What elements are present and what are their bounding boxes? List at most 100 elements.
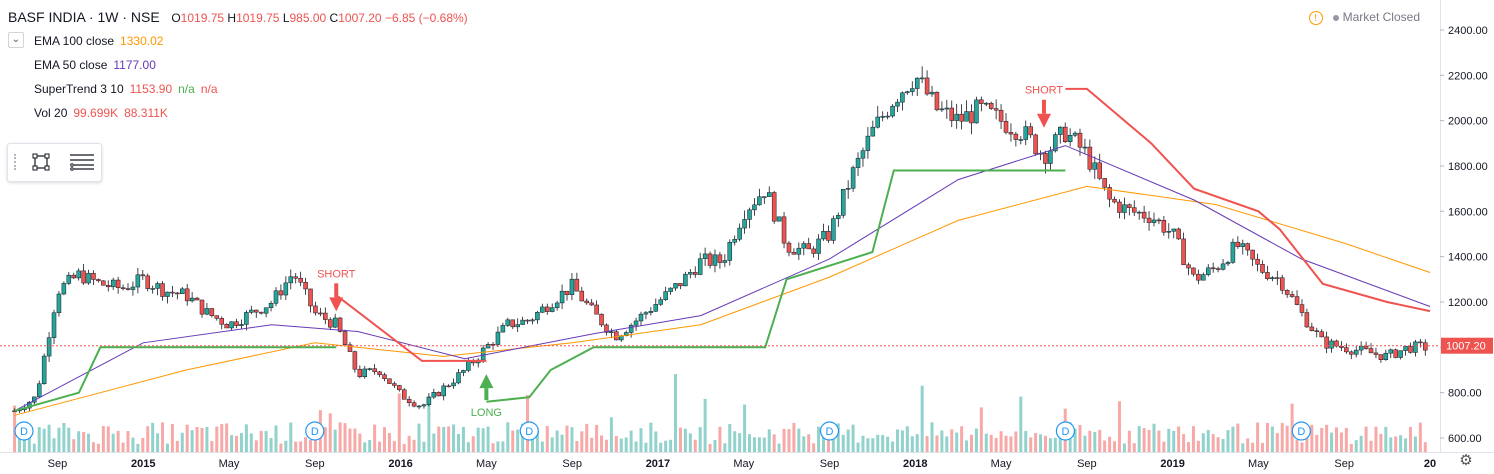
volume-bar: [101, 426, 105, 452]
volume-bar: [861, 435, 865, 452]
candle-body: [1117, 201, 1122, 213]
dividend-marker: [305, 421, 325, 441]
volume-bar: [762, 437, 766, 452]
candle-body: [870, 126, 876, 137]
candle-body: [796, 247, 802, 255]
volume-bar: [920, 385, 924, 452]
volume-bar: [540, 441, 544, 452]
candle-body: [895, 101, 900, 107]
candle-body: [1201, 274, 1206, 281]
volume-bar: [812, 443, 816, 452]
indicator-volume[interactable]: Vol 20 99.699K 88.311K: [34, 106, 168, 120]
market-status[interactable]: ! Market Closed: [1308, 10, 1420, 25]
volume-bar: [1354, 440, 1358, 452]
volume-bar: [585, 423, 589, 452]
candle-body: [1324, 336, 1329, 349]
volume-bar: [1043, 435, 1047, 452]
indicator-ema50[interactable]: EMA 50 close 1177.00: [34, 58, 156, 72]
candle-body: [165, 291, 170, 297]
volume-bar: [1024, 431, 1028, 452]
volume-bar: [1315, 434, 1319, 452]
rectangle-icon[interactable]: [32, 153, 50, 171]
symbol-title[interactable]: BASF INDIA · 1W · NSE: [8, 9, 160, 25]
volume-bar: [1369, 440, 1373, 452]
volume-bar: [674, 374, 678, 452]
volume-bar: [156, 433, 160, 452]
open-value: 1019.75: [180, 11, 225, 25]
candle-body: [170, 291, 175, 294]
chevron-down-icon[interactable]: ⌄: [8, 32, 24, 48]
x-tick-label: 2015: [131, 458, 155, 470]
short-label: SHORT: [1025, 85, 1064, 97]
volume-bar: [1122, 443, 1126, 452]
volume-bar: [965, 440, 969, 452]
candle-body: [1398, 350, 1403, 358]
volume-bar: [353, 428, 357, 452]
candle-body: [1265, 272, 1270, 280]
indicator-ema100[interactable]: EMA 100 close 1330.02: [34, 34, 163, 48]
indicator-supertrend[interactable]: SuperTrend 3 10 1153.90 n/a n/a: [34, 82, 218, 96]
volume-bar: [387, 433, 391, 452]
volume-bar: [1221, 438, 1225, 452]
x-tick-label: Sep: [48, 458, 68, 470]
candle-body: [821, 230, 826, 240]
volume-bar: [1083, 435, 1087, 452]
candle-body: [1151, 219, 1157, 223]
volume-bar: [1320, 428, 1324, 452]
candle-body: [466, 361, 471, 371]
x-tick-label: Sep: [562, 458, 582, 470]
volume-bar: [447, 426, 451, 452]
volume-bar: [718, 426, 722, 452]
volume-bar: [161, 422, 165, 452]
volume-bar: [1162, 441, 1166, 452]
volume-bar: [836, 423, 840, 452]
candle-body: [298, 278, 303, 283]
candle-body: [1314, 330, 1320, 332]
candle-body: [461, 370, 466, 373]
candle-body: [268, 303, 274, 308]
candle-body: [180, 288, 185, 295]
candle-body: [609, 331, 614, 334]
candle-body: [140, 274, 146, 277]
list-icon[interactable]: [70, 153, 94, 171]
indicator-value: 1330.02: [120, 34, 164, 48]
last-price-label: 1007.20: [1446, 341, 1486, 353]
volume-bar: [1270, 426, 1274, 452]
volume-bar: [1098, 429, 1102, 452]
candle-body: [451, 382, 456, 387]
short-label: SHORT: [317, 268, 356, 280]
candle-body: [1210, 267, 1216, 270]
volume-bar: [1019, 396, 1023, 452]
x-tick-label: 2019: [1160, 458, 1184, 470]
candle-body: [855, 157, 861, 168]
candle-body: [1127, 204, 1132, 208]
candle-body: [875, 116, 881, 128]
volume-bar: [131, 437, 135, 452]
volume-bar: [881, 434, 885, 452]
indicator-label: EMA 50 close: [34, 58, 108, 72]
volume-bar: [560, 434, 564, 452]
volume-bar: [664, 440, 668, 452]
candle-body: [244, 312, 249, 325]
volume-bar: [67, 427, 71, 452]
candle-body: [1018, 139, 1024, 141]
volume-bar: [748, 434, 752, 452]
candle-body: [614, 331, 619, 341]
volume-bar: [200, 427, 204, 452]
volume-bar: [930, 422, 934, 452]
candle-body: [1097, 162, 1102, 179]
volume-bar: [516, 429, 520, 452]
candle-body: [214, 315, 220, 319]
candle-body: [742, 219, 747, 229]
volume-bar: [235, 435, 239, 452]
volume-bar: [220, 424, 224, 452]
candle-body: [1378, 354, 1384, 360]
candle-body: [145, 275, 150, 289]
drawing-toolbox[interactable]: [7, 143, 102, 182]
candle-body: [1013, 133, 1019, 140]
warning-icon[interactable]: !: [1308, 10, 1323, 25]
gear-icon[interactable]: ⚙: [1459, 452, 1473, 469]
drag-handle[interactable]: [14, 154, 19, 170]
volume-bar: [1231, 426, 1235, 452]
